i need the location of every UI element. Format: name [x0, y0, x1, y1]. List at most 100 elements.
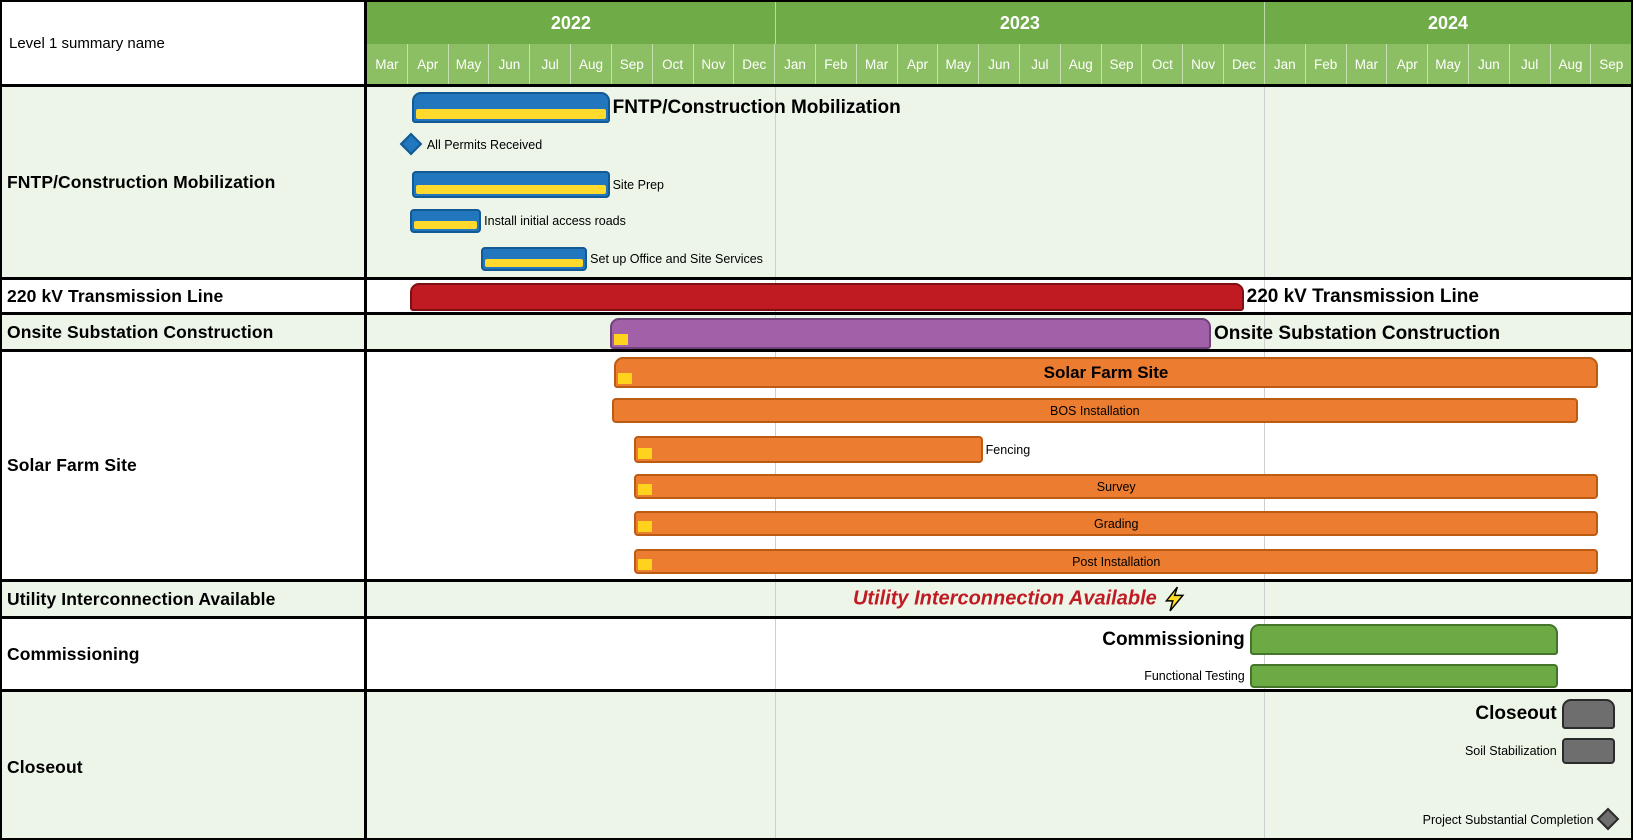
month-cell-nov-2022: Nov	[692, 44, 734, 84]
month-cell-oct-2023: Oct	[1141, 44, 1183, 84]
year-gridline	[1264, 87, 1266, 277]
gantt-row-closeout: Closeout Closeout Soil Stabilization Projec…	[2, 692, 1631, 838]
task-label: Commissioning	[1102, 628, 1245, 650]
gantt-bar-soil-stabilization[interactable]: Soil Stabilization	[1465, 738, 1615, 764]
task-label: Solar Farm Site	[1043, 362, 1169, 382]
year-band: 2022 2023 2024	[367, 2, 1631, 44]
month-cell-sep-2024: Sep	[1590, 44, 1631, 84]
task-label: Closeout	[1475, 703, 1557, 724]
gantt-bar-set-up-office-and-site-services[interactable]: Set up Office and Site Services	[481, 247, 763, 271]
month-cell-jun-2023: Jun	[978, 44, 1019, 84]
month-cell-mar-2024: Mar	[1345, 44, 1387, 84]
year-gridline	[774, 619, 776, 689]
month-cell-sep-2023: Sep	[1100, 44, 1142, 84]
gantt-bar-onsite-substation-construction[interactable]: Onsite Substation Construction	[609, 318, 1500, 349]
month-cell-jul-2023: Jul	[1019, 44, 1060, 84]
year-cell-2022: 2022	[367, 2, 775, 44]
month-cell-dec-2023: Dec	[1223, 44, 1264, 84]
gantt-bar-closeout[interactable]: Closeout	[1475, 699, 1615, 729]
month-cell-jan-2023: Jan	[774, 44, 815, 84]
task-label: Grading	[1093, 516, 1139, 531]
gantt-body: FNTP/Construction Mobilization FNTP/Const…	[2, 87, 1631, 838]
gantt-bar-fntp-construction-mobilization[interactable]: FNTP/Construction Mobilization	[411, 92, 901, 123]
year-gridline	[774, 582, 776, 616]
corner-label: Level 1 summary name	[9, 34, 165, 52]
timeline-scale: 2022 2023 2024 Mar Apr May Jun Jul Aug Sep Oct Nov…	[367, 2, 1631, 87]
progress-square	[638, 448, 653, 459]
blue-diamond-icon	[399, 132, 423, 156]
progress-square	[613, 334, 628, 345]
task-label: Project Substantial Completion	[1422, 813, 1594, 827]
gantt-row-onsite-substation-construction: Onsite Substation Construction Onsite Sub…	[2, 315, 1631, 352]
progress-stripe	[485, 259, 584, 267]
month-cell-apr-2023: Apr	[896, 44, 938, 84]
month-cell-apr-2024: Apr	[1386, 44, 1428, 84]
month-cell-aug-2023: Aug	[1059, 44, 1101, 84]
year-gridline	[1264, 692, 1266, 838]
row-timeline-area: Closeout Soil Stabilization Project Substa…	[367, 692, 1631, 838]
month-cell-aug-2022: Aug	[570, 44, 611, 84]
year-gridline	[774, 692, 776, 838]
month-cell-mar-2023: Mar	[855, 44, 897, 84]
milestone-project-substantial-completion[interactable]: Project Substantial Completion	[1423, 807, 1621, 832]
year-cell-2024: 2024	[1264, 2, 1631, 44]
month-cell-oct-2022: Oct	[651, 44, 693, 84]
month-cell-aug-2024: Aug	[1549, 44, 1591, 84]
row-label-commissioning: Commissioning	[2, 619, 367, 689]
gantt-row-utility-interconnection-available: Utility Interconnection Available Utility…	[2, 582, 1631, 619]
row-label-closeout: Closeout	[2, 692, 367, 838]
task-label: Survey	[1096, 479, 1136, 494]
month-cell-apr-2022: Apr	[406, 44, 448, 84]
milestone-all-permits-received[interactable]: All Permits Received	[399, 132, 542, 157]
month-cell-nov-2023: Nov	[1182, 44, 1224, 84]
gantt-bar-survey[interactable]: Survey	[634, 474, 1599, 499]
task-label: Onsite Substation Construction	[1214, 322, 1501, 344]
gantt-bar-install-initial-access-roads[interactable]: Install initial access roads	[409, 209, 626, 233]
month-band: Mar Apr May Jun Jul Aug Sep Oct Nov Dec Jan Feb Mar A…	[367, 44, 1631, 84]
gantt-bar-commissioning[interactable]: Commissioning	[1102, 624, 1558, 655]
timeline-header: Level 1 summary name 2022 2023 2024 Mar Apr…	[2, 2, 1631, 87]
gantt-bar-site-prep[interactable]: Site Prep	[411, 171, 664, 198]
month-cell-may-2024: May	[1427, 44, 1468, 84]
gantt-bar-post-installation[interactable]: Post Installation	[634, 549, 1599, 574]
banner-text: Utility Interconnection Available	[852, 587, 1157, 610]
month-cell-jul-2024: Jul	[1508, 44, 1550, 84]
month-cell-jun-2024: Jun	[1467, 44, 1509, 84]
task-label: Post Installation	[1072, 554, 1161, 569]
gantt-bar-220-kv-transmission-line[interactable]: 220 kV Transmission Line	[409, 283, 1479, 311]
month-cell-mar-2022: Mar	[367, 44, 407, 84]
year-gridline	[1264, 352, 1266, 579]
progress-stripe	[415, 185, 606, 194]
task-label: Install initial access roads	[484, 214, 626, 228]
month-cell-feb-2023: Feb	[814, 44, 856, 84]
gantt-bar-functional-testing[interactable]: Functional Testing	[1144, 664, 1558, 688]
progress-stripe	[413, 221, 478, 229]
year-gridline	[1264, 315, 1266, 349]
gantt-bar-bos-installation[interactable]: BOS Installation	[611, 398, 1578, 423]
row-timeline-area: Commissioning Functional Testing	[367, 619, 1631, 689]
row-label-220-kv-transmission-line: 220 kV Transmission Line	[2, 280, 367, 312]
year-gridline	[774, 87, 776, 277]
month-cell-dec-2022: Dec	[733, 44, 775, 84]
row-label-utility-interconnection-available: Utility Interconnection Available	[2, 582, 367, 616]
lightning-bolt-icon	[1164, 586, 1186, 613]
year-gridline	[774, 352, 776, 579]
row-timeline-area: FNTP/Construction Mobilization All Permit…	[367, 87, 1631, 277]
gantt-bar-grading[interactable]: Grading	[634, 511, 1599, 536]
gantt-row-solar-farm-site: Solar Farm Site Solar Farm Site BOS Instal…	[2, 352, 1631, 582]
month-cell-sep-2022: Sep	[610, 44, 652, 84]
row-timeline-area: Solar Farm Site BOS Installation Fencing Su…	[367, 352, 1631, 579]
gantt-bar-fencing[interactable]: Fencing	[634, 436, 1030, 463]
gantt-row-220-kv-transmission-line: 220 kV Transmission Line 220 kV Transmiss…	[2, 280, 1631, 315]
milestone-banner-utility-interconnection-available[interactable]: Utility Interconnection Available	[853, 586, 1186, 613]
row-label-fntp-construction-mobilization: FNTP/Construction Mobilization	[2, 87, 367, 277]
row-timeline-area: Utility Interconnection Available	[367, 582, 1631, 616]
task-label: Set up Office and Site Services	[590, 252, 763, 266]
row-timeline-area: 220 kV Transmission Line	[367, 280, 1631, 312]
task-label: Fencing	[985, 442, 1031, 457]
gantt-row-fntp-construction-mobilization: FNTP/Construction Mobilization FNTP/Const…	[2, 87, 1631, 280]
task-label: FNTP/Construction Mobilization	[612, 96, 901, 118]
gantt-bar-solar-farm-site[interactable]: Solar Farm Site	[613, 357, 1599, 388]
month-cell-jan-2024: Jan	[1263, 44, 1305, 84]
